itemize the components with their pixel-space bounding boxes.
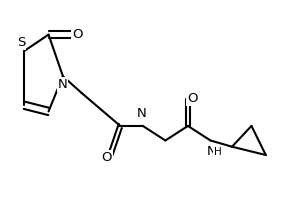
Text: O: O: [72, 28, 83, 41]
Text: S: S: [17, 36, 25, 49]
Text: H: H: [214, 147, 221, 157]
Text: N: N: [137, 107, 147, 120]
Text: H: H: [140, 110, 148, 120]
Text: O: O: [187, 92, 197, 105]
Text: N: N: [207, 145, 216, 158]
Text: N: N: [58, 78, 68, 91]
Text: O: O: [102, 151, 112, 164]
